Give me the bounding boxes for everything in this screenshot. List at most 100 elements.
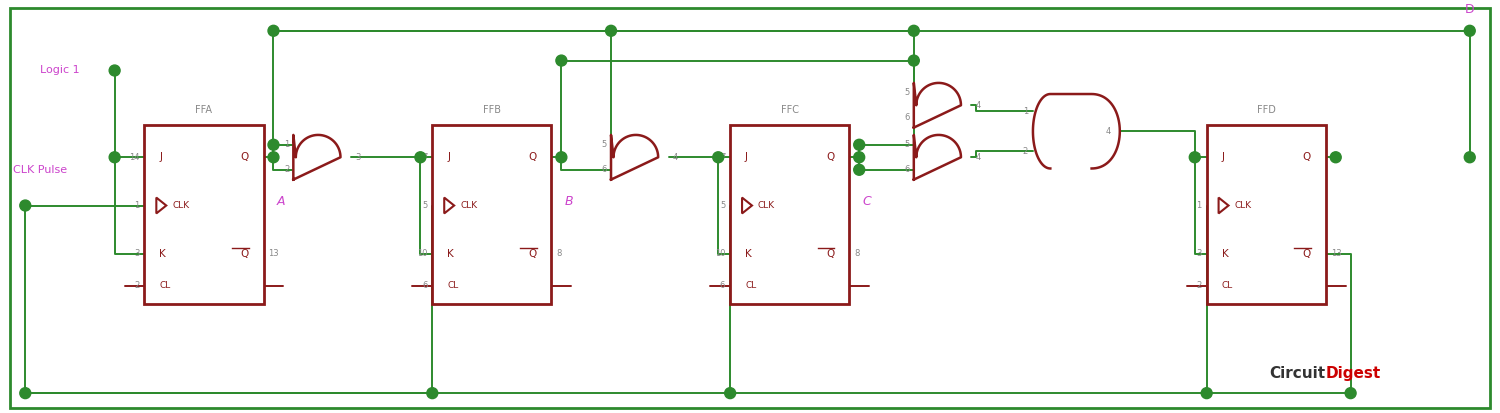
Text: CLK Pulse: CLK Pulse	[13, 165, 67, 175]
Text: A: A	[276, 195, 285, 209]
Text: K: K	[1221, 249, 1228, 259]
Circle shape	[20, 200, 30, 211]
Circle shape	[556, 152, 567, 163]
Circle shape	[853, 152, 864, 163]
Polygon shape	[914, 83, 962, 128]
Text: 4: 4	[975, 101, 981, 110]
Text: 13: 13	[1330, 249, 1341, 258]
Text: 5: 5	[720, 201, 724, 210]
Circle shape	[110, 65, 120, 76]
Text: CL: CL	[1221, 281, 1233, 290]
Circle shape	[1330, 152, 1341, 163]
Text: 9: 9	[853, 153, 859, 162]
Text: 2: 2	[284, 165, 290, 174]
Text: 7: 7	[422, 153, 428, 162]
Text: 2: 2	[1197, 281, 1202, 290]
Circle shape	[1190, 152, 1200, 163]
Text: K: K	[159, 249, 166, 259]
Text: FFC: FFC	[780, 105, 798, 115]
Circle shape	[712, 152, 723, 163]
Circle shape	[606, 25, 616, 36]
Text: 10: 10	[714, 249, 724, 258]
Circle shape	[909, 55, 920, 66]
Bar	[1206, 125, 1326, 304]
Text: CL: CL	[159, 281, 171, 290]
Text: 5: 5	[422, 201, 428, 210]
Text: Q: Q	[240, 249, 249, 259]
Text: 5: 5	[904, 140, 910, 149]
Text: CL: CL	[447, 281, 459, 290]
Text: C: C	[862, 195, 871, 209]
Text: CLK: CLK	[460, 201, 477, 210]
Bar	[432, 125, 552, 304]
Text: 14: 14	[1191, 153, 1202, 162]
Text: B: B	[564, 195, 573, 209]
Text: J: J	[1221, 152, 1224, 162]
Text: 2: 2	[1023, 147, 1028, 156]
Text: 10: 10	[417, 249, 428, 258]
Text: 1: 1	[1197, 201, 1202, 210]
Circle shape	[110, 152, 120, 163]
Text: K: K	[746, 249, 752, 259]
Circle shape	[909, 25, 920, 36]
Text: Q: Q	[1302, 152, 1311, 162]
Circle shape	[268, 152, 279, 163]
Text: 4: 4	[1106, 127, 1110, 136]
Text: K: K	[447, 249, 454, 259]
Text: Q: Q	[528, 249, 537, 259]
Text: Q: Q	[528, 152, 537, 162]
Text: 4: 4	[672, 153, 678, 162]
Text: 3: 3	[134, 249, 140, 258]
Circle shape	[853, 164, 864, 175]
Text: 14: 14	[129, 153, 140, 162]
Text: Circuit: Circuit	[1269, 366, 1326, 381]
Text: 13: 13	[268, 249, 279, 258]
Text: 7: 7	[720, 153, 724, 162]
Text: Q: Q	[827, 152, 834, 162]
Text: J: J	[447, 152, 450, 162]
Bar	[730, 125, 849, 304]
Text: 6: 6	[602, 165, 608, 174]
Polygon shape	[1034, 94, 1120, 169]
Text: 8: 8	[556, 249, 562, 258]
Text: 2: 2	[134, 281, 140, 290]
Text: 4: 4	[975, 153, 981, 162]
Circle shape	[416, 152, 426, 163]
Text: Q: Q	[1302, 249, 1311, 259]
Polygon shape	[294, 135, 340, 180]
Text: CL: CL	[746, 281, 756, 290]
Text: Q: Q	[240, 152, 249, 162]
Circle shape	[268, 25, 279, 36]
Text: 8: 8	[853, 249, 859, 258]
Circle shape	[427, 388, 438, 399]
Text: 12: 12	[268, 153, 279, 162]
Text: Digest: Digest	[1326, 366, 1382, 381]
Text: 6: 6	[904, 113, 910, 122]
Text: 5: 5	[602, 140, 608, 149]
Circle shape	[1464, 152, 1474, 163]
Text: CLK: CLK	[758, 201, 776, 210]
Circle shape	[20, 388, 30, 399]
Text: 1: 1	[284, 140, 290, 149]
Circle shape	[1464, 25, 1474, 36]
Text: D: D	[1466, 3, 1474, 16]
Text: 6: 6	[904, 165, 910, 174]
Text: 12: 12	[1330, 153, 1341, 162]
Circle shape	[853, 139, 864, 150]
Text: 3: 3	[356, 153, 360, 162]
Text: 1: 1	[1023, 107, 1028, 116]
Text: FFA: FFA	[195, 105, 213, 115]
Text: 6: 6	[720, 281, 724, 290]
Text: 9: 9	[556, 153, 561, 162]
Circle shape	[1202, 388, 1212, 399]
Text: 6: 6	[422, 281, 428, 290]
Text: Logic 1: Logic 1	[40, 66, 80, 76]
Text: 1: 1	[134, 201, 140, 210]
Text: FFB: FFB	[483, 105, 501, 115]
Circle shape	[1346, 388, 1356, 399]
Text: Q: Q	[827, 249, 834, 259]
Circle shape	[268, 139, 279, 150]
Polygon shape	[914, 135, 962, 180]
Text: J: J	[159, 152, 162, 162]
Text: J: J	[746, 152, 748, 162]
